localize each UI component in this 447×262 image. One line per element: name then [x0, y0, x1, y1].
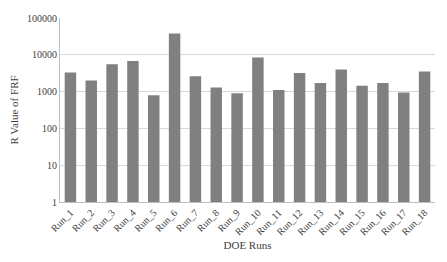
svg-text:Run_10: Run_10	[233, 207, 263, 237]
svg-text:100: 100	[42, 123, 57, 134]
svg-text:Run_3: Run_3	[90, 207, 117, 234]
svg-text:10: 10	[47, 160, 57, 171]
svg-text:DOE Runs: DOE Runs	[224, 239, 272, 251]
svg-text:Run_18: Run_18	[399, 207, 429, 237]
svg-text:Run_6: Run_6	[153, 207, 180, 234]
svg-text:Run_2: Run_2	[70, 207, 97, 234]
svg-text:Run_12: Run_12	[274, 207, 304, 237]
svg-text:Run_8: Run_8	[195, 207, 222, 234]
svg-text:Run_11: Run_11	[254, 207, 284, 237]
svg-text:Run_1: Run_1	[49, 207, 76, 234]
svg-text:Run_4: Run_4	[111, 207, 138, 234]
svg-text:Run_13: Run_13	[295, 207, 325, 237]
svg-text:Run_5: Run_5	[132, 207, 159, 234]
svg-text:Run_16: Run_16	[358, 207, 388, 237]
svg-text:100000: 100000	[27, 13, 57, 24]
svg-text:Run_17: Run_17	[379, 207, 409, 237]
svg-text:R Value of FRF: R Value of FRF	[8, 75, 20, 144]
svg-text:Run_15: Run_15	[337, 207, 367, 237]
svg-text:Run_7: Run_7	[174, 207, 201, 234]
svg-text:1: 1	[52, 197, 57, 208]
svg-text:Run_14: Run_14	[316, 207, 346, 237]
svg-text:1000: 1000	[37, 86, 57, 97]
svg-text:10000: 10000	[32, 49, 57, 60]
svg-text:Run_9: Run_9	[215, 207, 242, 234]
